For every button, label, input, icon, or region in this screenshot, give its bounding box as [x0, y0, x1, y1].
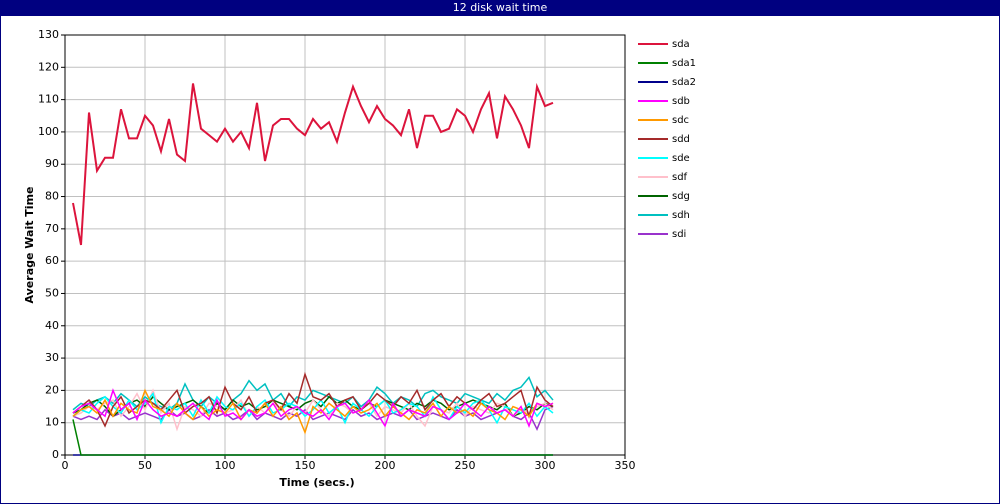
legend-label: sdg: [672, 191, 690, 202]
y-axis-label: Average Wait Time: [23, 187, 36, 304]
series-line: [72, 388, 554, 435]
chart-title: 12 disk wait time: [453, 1, 548, 14]
y-tick-label: 90: [45, 157, 59, 170]
series-line: [72, 392, 554, 425]
x-tick-label: 250: [455, 459, 476, 472]
x-tick-label: 100: [215, 459, 236, 472]
y-tick-label: 20: [45, 383, 59, 396]
series-line: [72, 405, 554, 431]
series-line: [72, 82, 554, 246]
x-tick-label: 150: [295, 459, 316, 472]
y-tick-label: 60: [45, 254, 59, 267]
series-line: [72, 388, 554, 429]
title-bar: [0, 0, 1000, 16]
series-line: [72, 388, 554, 432]
x-tick-label: 300: [535, 459, 556, 472]
x-tick-label: 200: [375, 459, 396, 472]
y-tick-label: 10: [45, 416, 59, 429]
y-tick-label: 100: [38, 125, 59, 138]
legend-label: sdf: [672, 172, 688, 183]
legend-label: sda1: [672, 58, 696, 69]
x-axis-label: Time (secs.): [279, 476, 354, 489]
x-tick-label: 50: [138, 459, 152, 472]
legend-label: sda2: [672, 77, 696, 88]
y-tick-label: 120: [38, 60, 59, 73]
legend-label: sdb: [672, 96, 690, 107]
y-tick-label: 0: [52, 448, 59, 461]
y-tick-label: 110: [38, 93, 59, 106]
legend-label: sde: [672, 153, 690, 164]
y-tick-label: 80: [45, 190, 59, 203]
y-tick-label: 40: [45, 319, 59, 332]
x-tick-label: 350: [615, 459, 636, 472]
y-tick-label: 50: [45, 286, 59, 299]
legend-label: sdd: [672, 134, 690, 145]
legend-label: sdi: [672, 229, 686, 240]
legend-label: sda: [672, 39, 690, 50]
series-line: [72, 419, 553, 456]
x-tick-label: 0: [62, 459, 69, 472]
legend-label: sdc: [672, 115, 689, 126]
y-tick-label: 130: [38, 28, 59, 41]
legend-label: sdh: [672, 210, 690, 221]
y-tick-label: 70: [45, 222, 59, 235]
y-tick-label: 30: [45, 351, 59, 364]
